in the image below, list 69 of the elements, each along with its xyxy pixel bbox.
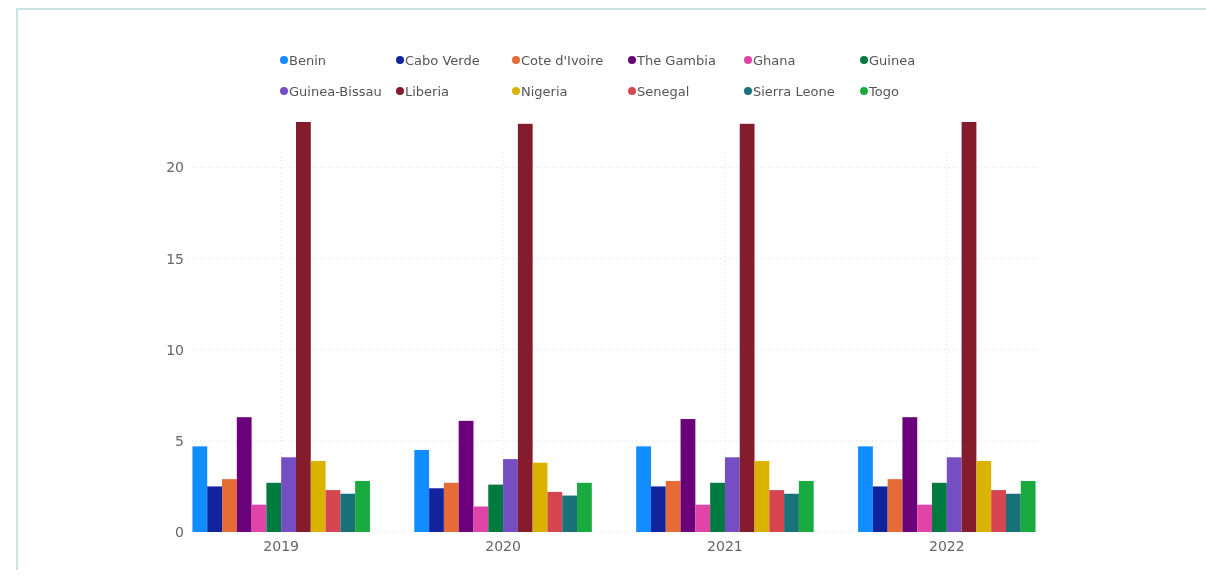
legend-label: Guinea	[869, 52, 916, 68]
x-tick-label: 2019	[263, 538, 300, 554]
bar	[769, 490, 785, 532]
bar	[932, 482, 947, 532]
legend-label: Senegal	[637, 83, 690, 99]
bar	[858, 446, 873, 532]
bar	[665, 480, 681, 532]
bar	[636, 446, 651, 532]
legend-label: The Gambia	[636, 52, 716, 68]
y-tick-label: 0	[175, 523, 184, 540]
bar	[547, 491, 563, 532]
bar	[192, 446, 208, 532]
bar	[310, 460, 326, 532]
bar	[887, 479, 903, 532]
bar	[473, 506, 489, 532]
bar	[414, 450, 430, 532]
bar	[976, 460, 992, 532]
legend-label: Liberia	[405, 83, 450, 99]
bar	[458, 420, 474, 532]
legend-label: Guinea-Bissau	[289, 83, 382, 99]
y-tick-label: 20	[166, 159, 184, 176]
bar	[961, 122, 977, 532]
bar	[429, 488, 444, 532]
bar	[991, 490, 1006, 532]
bar	[798, 480, 814, 532]
bar	[650, 486, 666, 532]
bar	[872, 486, 888, 532]
y-tick-label: 10	[166, 341, 184, 358]
legend-label: Cote d'Ivoire	[521, 52, 604, 68]
bar	[532, 462, 548, 532]
x-tick-label: 2021	[707, 538, 743, 554]
bar	[1020, 480, 1036, 532]
legend-label: Nigeria	[521, 83, 568, 99]
legend-label: Sierra Leone	[753, 83, 835, 99]
bar	[488, 484, 504, 532]
bar	[710, 482, 725, 532]
legend-label: Benin	[289, 52, 327, 68]
legend-label: Cabo Verde	[405, 52, 480, 68]
bar	[739, 123, 755, 532]
x-tick-label: 2020	[485, 538, 521, 554]
bar	[236, 417, 252, 532]
bar	[695, 504, 711, 532]
bar	[340, 493, 356, 532]
y-tick-label: 5	[175, 432, 184, 449]
bar	[784, 493, 799, 532]
bar	[503, 459, 518, 532]
bar	[281, 457, 296, 532]
bar	[222, 479, 237, 532]
bar	[207, 486, 223, 532]
bar	[562, 495, 578, 532]
bar	[680, 419, 696, 532]
x-tick-label: 2022	[928, 538, 965, 554]
bar	[754, 460, 770, 532]
legend-label: Togo	[868, 83, 899, 99]
bar	[325, 490, 341, 532]
bar	[724, 457, 740, 532]
bar	[577, 482, 592, 532]
bar	[1005, 493, 1021, 532]
bar	[295, 122, 311, 532]
legend-label: Ghana	[753, 52, 796, 68]
bar	[517, 123, 533, 532]
bar	[355, 480, 370, 532]
bar	[443, 482, 459, 532]
bar	[946, 457, 962, 532]
bar	[266, 482, 282, 532]
bar	[251, 504, 267, 532]
bar	[917, 504, 933, 532]
bar	[902, 417, 918, 532]
y-tick-label: 15	[166, 250, 184, 267]
